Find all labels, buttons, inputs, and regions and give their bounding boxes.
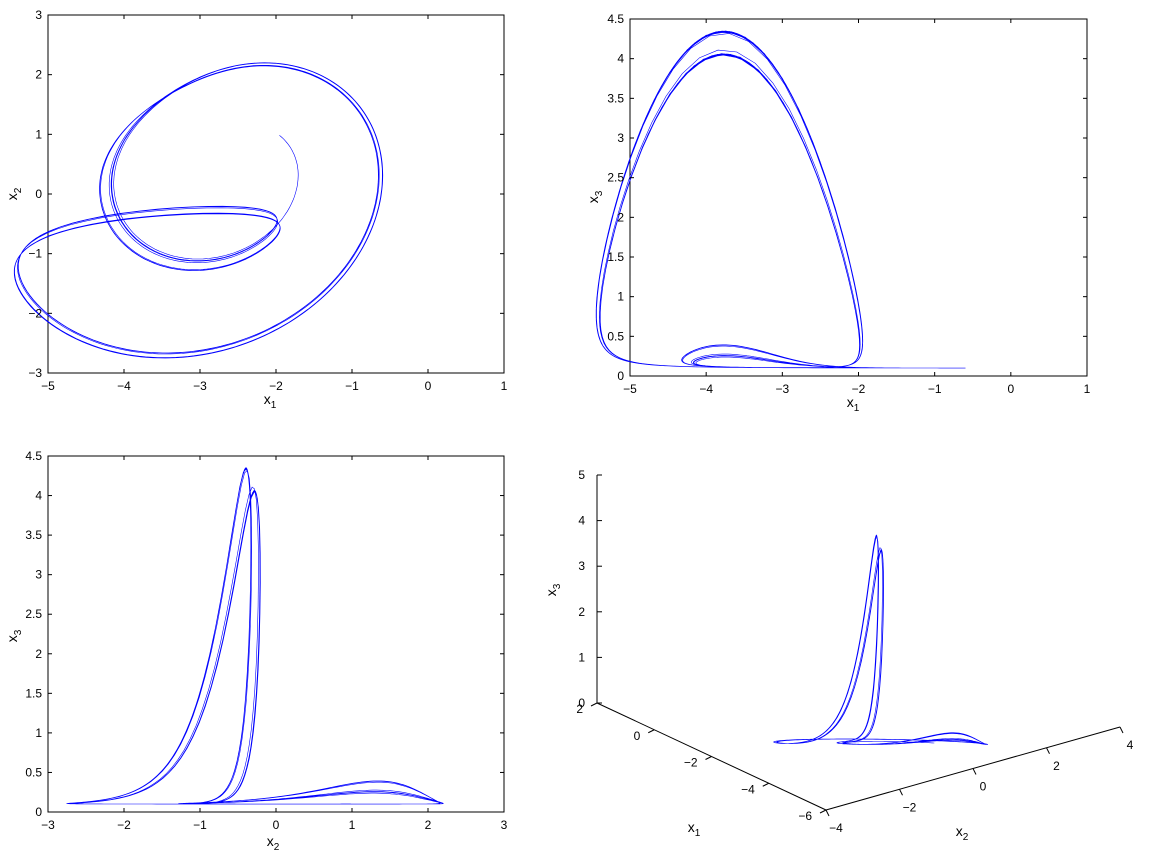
y-axis-label-bottom-left: x3 xyxy=(4,629,24,642)
x-tick-label: −1 xyxy=(928,382,942,396)
y-tick-label: 2 xyxy=(35,68,42,82)
y-tick-mark-3d xyxy=(1046,747,1050,754)
plot-frame-top-left xyxy=(47,14,505,374)
plot-frame-top-right xyxy=(629,18,1088,377)
y-tick-label: 0 xyxy=(35,805,42,819)
y-tick-label: 4.5 xyxy=(607,12,624,26)
z-tick-label-3d: 1 xyxy=(578,650,585,664)
trajectory-line xyxy=(13,62,384,359)
y-tick-label-3d: 4 xyxy=(1127,738,1134,752)
x-axis-label-top-right: x1 xyxy=(847,394,860,414)
x-tick-label-3d: −6 xyxy=(798,809,812,823)
y-tick-label: 0 xyxy=(617,369,624,383)
z-tick-label-3d: 3 xyxy=(578,559,585,573)
x-tick-label: 0 xyxy=(1007,382,1014,396)
x-tick-label: −3 xyxy=(775,382,789,396)
x-tick-mark-3d xyxy=(590,702,598,707)
x-tick-label: 2 xyxy=(425,818,432,832)
x-tick-label: −1 xyxy=(345,379,359,393)
y-tick-label: 2 xyxy=(35,647,42,661)
x-tick-label: −2 xyxy=(852,382,866,396)
y-tick-mark-3d xyxy=(825,809,830,817)
y-tick-label: 0 xyxy=(35,187,42,201)
y-tick-label: 0.5 xyxy=(25,765,42,779)
z-tick-label-3d: 0 xyxy=(578,696,585,710)
y-tick-mark-3d xyxy=(972,768,977,775)
y-tick-label: −3 xyxy=(28,366,42,380)
x-tick-label: 0 xyxy=(425,379,432,393)
x-tick-mark-3d xyxy=(819,809,827,814)
ticks-top-left: −5 −4 −3 −2 −1 0 1 −3 −2 −1 0 1 2 3 xyxy=(28,8,507,393)
x-tick-label: −5 xyxy=(623,382,637,396)
x-tick-label-3d: 0 xyxy=(634,729,641,743)
x-tick-label: −4 xyxy=(699,382,713,396)
y-tick-label: 1.5 xyxy=(25,686,42,700)
x-tick-mark-3d xyxy=(705,756,712,760)
x-tick-label-3d: −4 xyxy=(741,782,755,796)
y-axis-label-top-left: x2 xyxy=(4,187,24,200)
z-tick-label-3d: 2 xyxy=(578,605,585,619)
y-tick-label: 2.5 xyxy=(25,607,42,621)
x-tick-label: −4 xyxy=(117,379,131,393)
y-tick-label: 3 xyxy=(617,131,624,145)
y-tick-label: 4 xyxy=(35,489,42,503)
y-tick-label: 1 xyxy=(35,127,42,141)
y-tick-label: 3 xyxy=(35,568,42,582)
z-axis-label-3d: x3 xyxy=(543,583,563,596)
x-tick-label: 3 xyxy=(501,818,508,832)
x-tick-label: −3 xyxy=(41,818,55,832)
trajectory-line xyxy=(66,467,444,805)
x-axis-label-top-left: x1 xyxy=(264,391,277,411)
z-tick-label-3d: 4 xyxy=(578,514,585,528)
x-tick-mark-3d xyxy=(648,729,655,734)
x-tick-label: 1 xyxy=(349,818,356,832)
trajectory-line-3d xyxy=(773,534,989,745)
y-axis-label-3d: x2 xyxy=(956,823,969,843)
y-tick-label: 1 xyxy=(617,290,624,304)
y-tick-mark-3d xyxy=(899,789,903,796)
z-tick-label-3d: 5 xyxy=(578,468,585,482)
y-tick-mark-3d xyxy=(1119,726,1124,734)
y-tick-label: 2.5 xyxy=(607,171,624,185)
y-tick-label-3d: 0 xyxy=(980,780,987,794)
y-tick-label: 4.5 xyxy=(25,449,42,463)
y-tick-label: 4 xyxy=(617,52,624,66)
x-tick-label: −5 xyxy=(41,379,55,393)
x-tick-label: −1 xyxy=(193,818,207,832)
x-tick-label: −3 xyxy=(193,379,207,393)
trajectory-line xyxy=(595,30,966,369)
x-tick-label-3d: −2 xyxy=(684,756,698,770)
y-tick-label-3d: −2 xyxy=(903,800,917,814)
y-tick-label: −1 xyxy=(28,247,42,261)
y-tick-label-3d: −4 xyxy=(829,821,843,835)
x-tick-label-3d: 2 xyxy=(576,702,583,716)
y-tick-label: 0.5 xyxy=(607,329,624,343)
y-tick-label: −2 xyxy=(28,306,42,320)
y-tick-label-3d: 2 xyxy=(1053,759,1060,773)
trajectory-3d xyxy=(773,534,989,745)
y-tick-label: 1.5 xyxy=(607,250,624,264)
y-tick-label: 2 xyxy=(617,210,624,224)
ticks-top-right: −5 −4 −3 −2 −1 0 1 0 0.5 1 1.5 2 2.5 3 3.5 4 4.5 xyxy=(607,12,1090,396)
trajectory-x1-x3 xyxy=(595,30,966,369)
x-tick-label: −2 xyxy=(269,379,283,393)
y-tick-label: 3 xyxy=(35,8,42,22)
x-tick-label: 1 xyxy=(1084,382,1091,396)
x-tick-mark-3d xyxy=(762,782,769,787)
ticks-bottom-left: −3 −2 −1 0 1 2 3 0 0.5 1 1.5 2 2.5 3 3.5 4 4.5 xyxy=(25,449,507,832)
y-tick-label: 3.5 xyxy=(25,528,42,542)
y-axis-label-top-right: x3 xyxy=(585,190,605,203)
plot-frame-bottom-left xyxy=(47,455,505,813)
x-axis-label-bottom-left: x2 xyxy=(267,833,280,853)
x-tick-label: 1 xyxy=(501,379,508,393)
x-tick-label: 0 xyxy=(273,818,280,832)
x-axis-label-3d: x1 xyxy=(688,819,701,839)
y-tick-label: 3.5 xyxy=(607,91,624,105)
x-tick-label: −2 xyxy=(117,818,131,832)
trajectory-x2-x3 xyxy=(66,467,444,805)
trajectory-x1-x2 xyxy=(13,62,384,359)
y-tick-label: 1 xyxy=(35,726,42,740)
